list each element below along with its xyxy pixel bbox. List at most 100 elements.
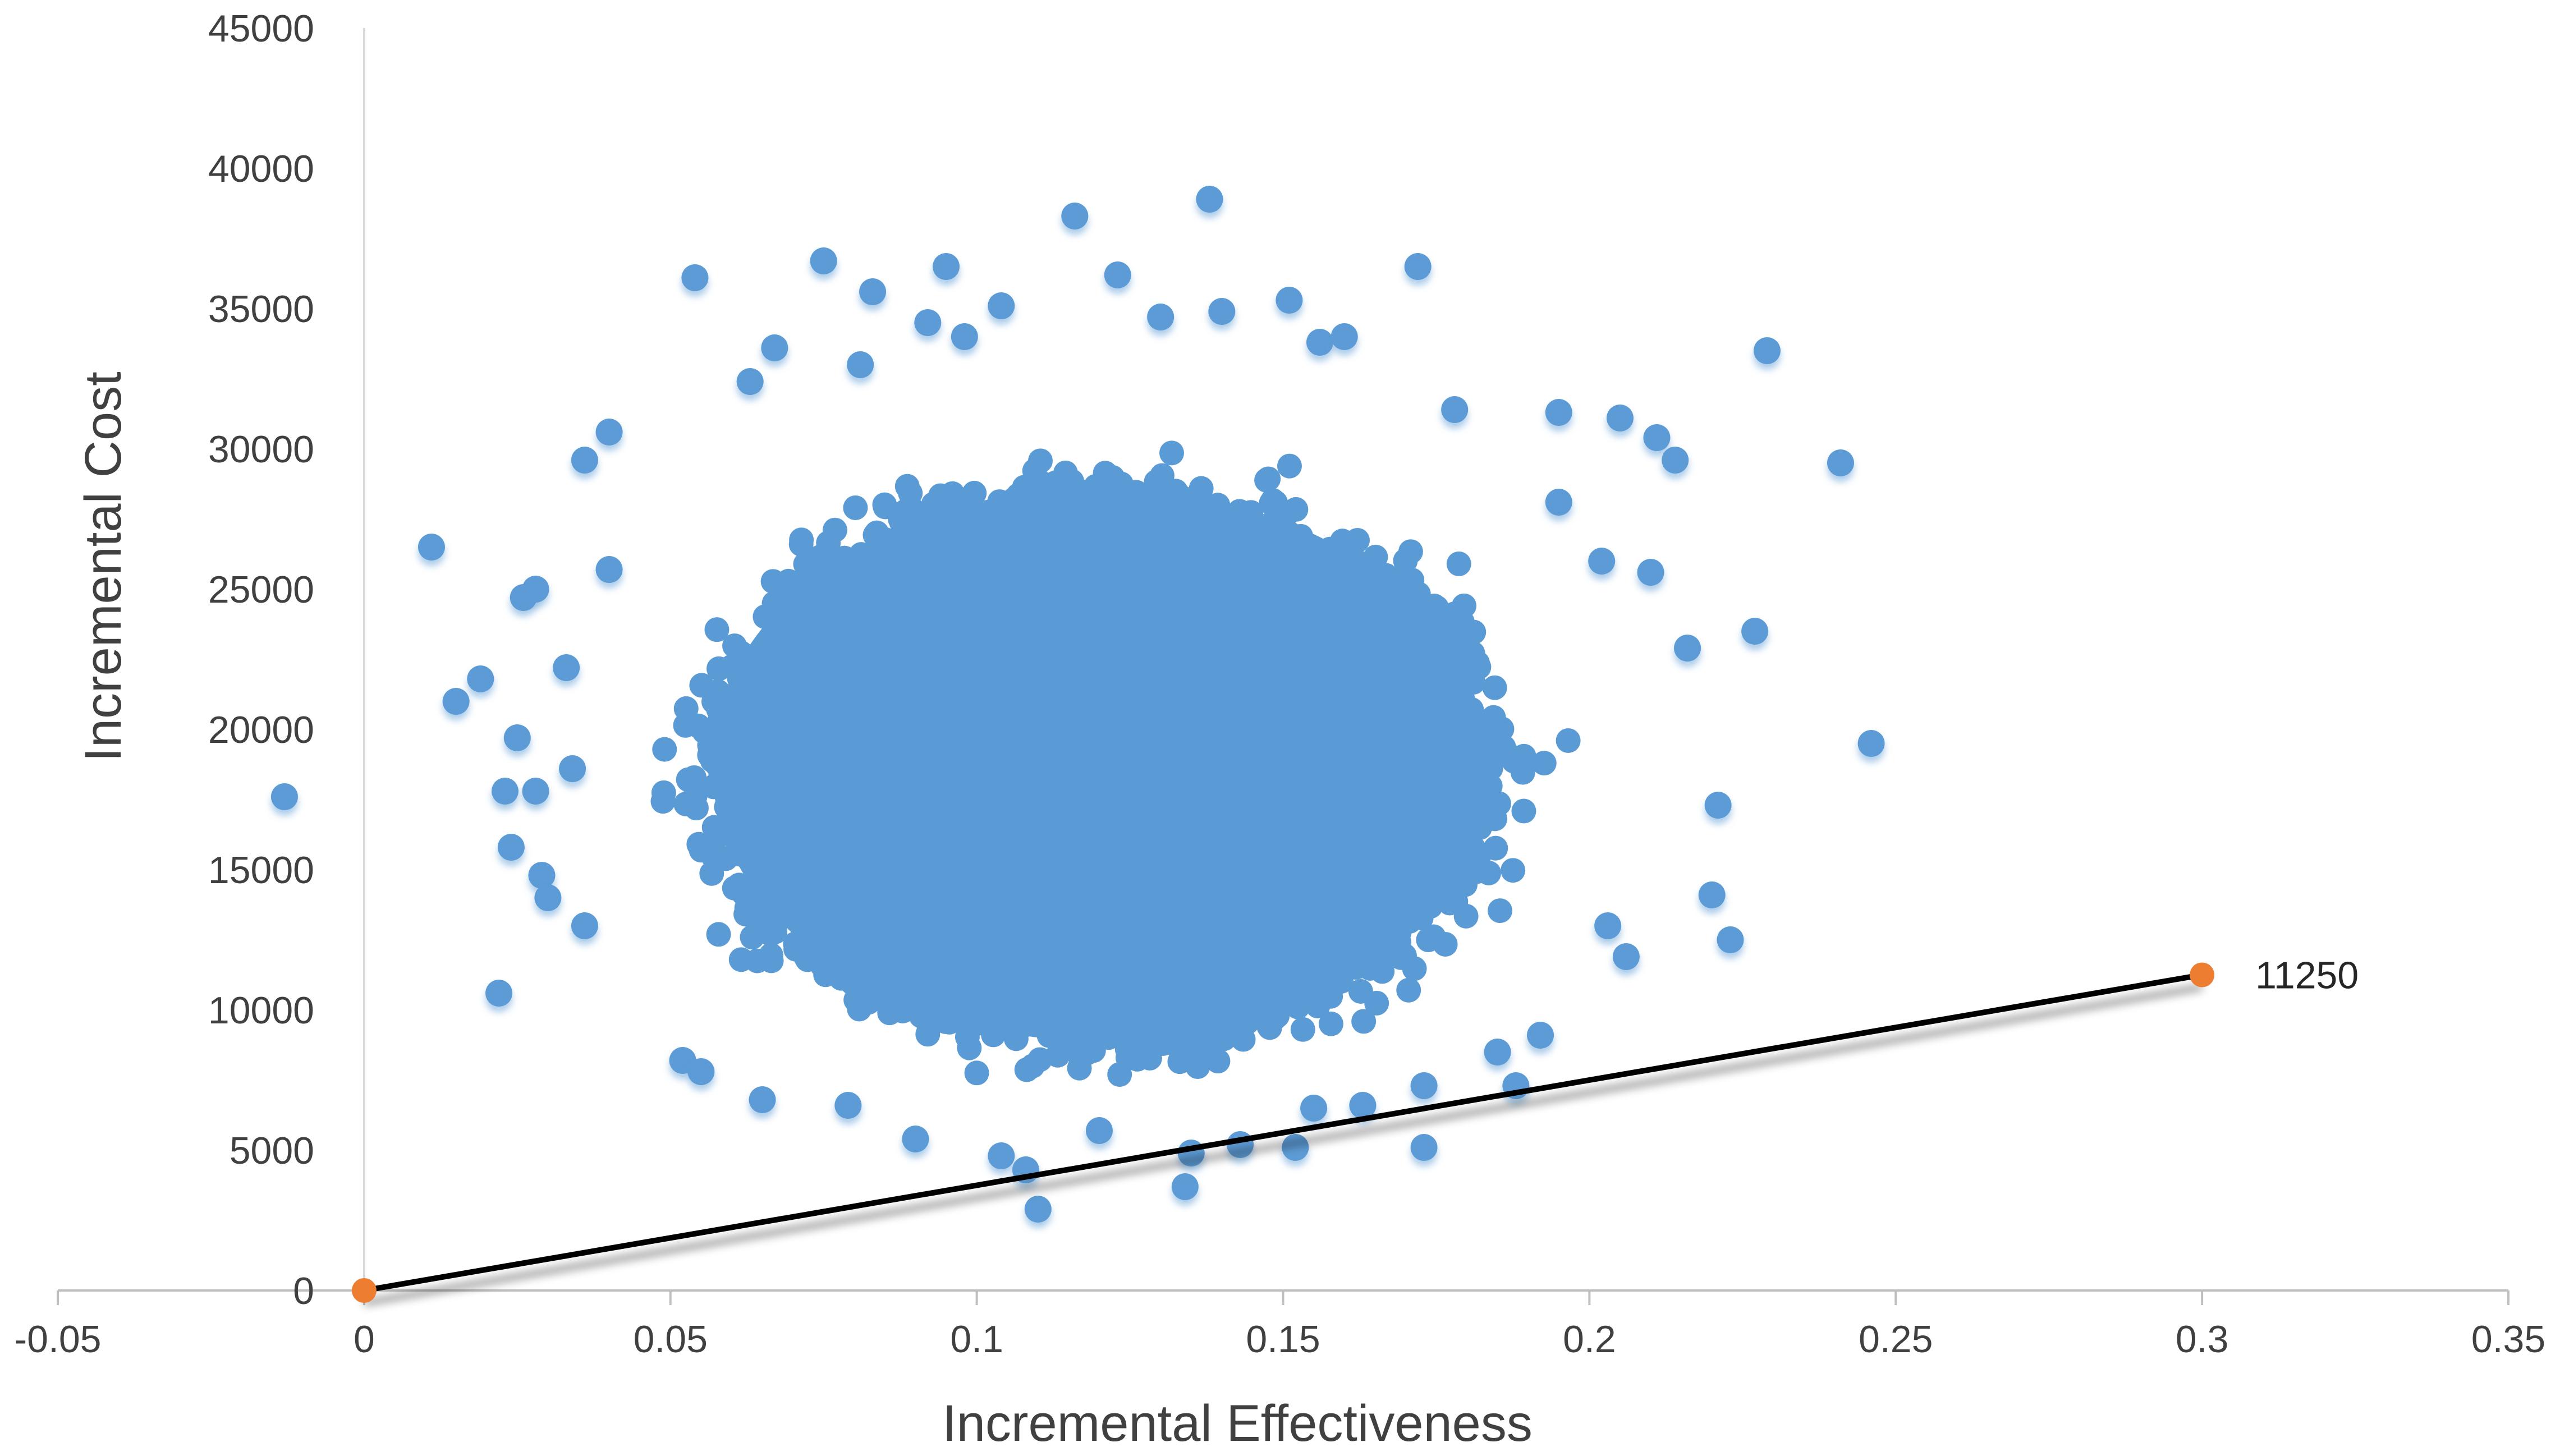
scatter-point bbox=[928, 986, 953, 1012]
scatter-point bbox=[1107, 1062, 1132, 1087]
scatter-point bbox=[1349, 1092, 1377, 1119]
scatter-point bbox=[1402, 956, 1427, 981]
scatter-point bbox=[952, 490, 978, 515]
scatter-point bbox=[1753, 337, 1781, 364]
scatter-point bbox=[1418, 627, 1443, 653]
axes: -0.05 0 0.05 0.1 0.15 0.2 0.25 0.3 0.35 0 5000 1000… bbox=[15, 7, 2546, 1361]
scatter-point bbox=[1545, 399, 1572, 426]
scatter-point bbox=[1190, 1017, 1215, 1042]
scatter-point bbox=[559, 755, 586, 782]
threshold-data-label: 11250 bbox=[2255, 954, 2359, 997]
scatter-point bbox=[1437, 821, 1462, 846]
scatter-point bbox=[966, 996, 992, 1022]
scatter-points bbox=[270, 186, 1885, 1223]
scatter-point bbox=[1462, 788, 1487, 814]
scatter-point bbox=[553, 654, 580, 681]
x-tick-label: 0.1 bbox=[950, 1318, 1003, 1361]
scatter-point bbox=[933, 253, 960, 280]
scatter-point bbox=[1488, 898, 1513, 924]
scatter-point bbox=[467, 665, 494, 692]
scatter-point bbox=[955, 1025, 980, 1050]
scatter-point bbox=[749, 1086, 776, 1113]
scatter-point bbox=[1348, 954, 1373, 979]
scatter-point bbox=[740, 925, 765, 950]
scatter-point bbox=[1446, 551, 1471, 576]
scatter-point bbox=[1442, 632, 1467, 657]
scatter-point bbox=[1127, 1004, 1152, 1029]
scatter-point bbox=[1171, 1173, 1199, 1200]
scatter-point bbox=[806, 562, 832, 587]
scatter-point bbox=[731, 881, 756, 906]
scatter-point bbox=[270, 783, 298, 810]
scatter-point bbox=[1209, 1017, 1235, 1042]
scatter-point bbox=[847, 351, 874, 378]
scatter-point bbox=[1282, 1134, 1309, 1161]
scatter-point bbox=[1253, 980, 1278, 1005]
y-tick-label: 15000 bbox=[208, 849, 314, 892]
y-tick-label: 10000 bbox=[208, 989, 314, 1032]
scatter-point bbox=[745, 948, 770, 973]
scatter-point bbox=[1396, 977, 1421, 1003]
scatter-point bbox=[783, 617, 808, 642]
scatter-point bbox=[1259, 490, 1284, 516]
scatter-point bbox=[1472, 737, 1497, 763]
scatter-point bbox=[1398, 539, 1423, 564]
scatter-point bbox=[1459, 697, 1484, 722]
scatter-point bbox=[1404, 253, 1432, 280]
scatter-point bbox=[945, 998, 970, 1023]
scatter-point bbox=[706, 922, 731, 947]
scatter-point bbox=[1606, 405, 1634, 431]
scatter-point bbox=[1399, 900, 1424, 925]
scatter-point bbox=[1373, 945, 1398, 971]
scatter-point bbox=[1455, 738, 1480, 764]
scatter-point bbox=[442, 688, 470, 715]
scatter-point bbox=[1256, 466, 1281, 492]
scatter-point bbox=[1489, 716, 1515, 742]
scatter-point bbox=[914, 309, 942, 336]
scatter-point bbox=[1442, 601, 1467, 627]
threshold-line-group: 11250 bbox=[351, 954, 2359, 1303]
scatter-point bbox=[571, 912, 598, 939]
scatter-point bbox=[701, 845, 727, 870]
scatter-point bbox=[831, 929, 856, 954]
scatter-point bbox=[1510, 760, 1535, 785]
scatter-point bbox=[1527, 1022, 1554, 1049]
scatter-point bbox=[1059, 1036, 1084, 1062]
x-tick-label: 0.15 bbox=[1246, 1318, 1320, 1361]
scatter-point bbox=[733, 902, 759, 927]
scatter-point bbox=[1612, 943, 1640, 970]
threshold-point bbox=[351, 1278, 377, 1303]
y-tick-label: 30000 bbox=[208, 428, 314, 471]
scatter-point bbox=[1698, 881, 1726, 908]
scatter-point bbox=[948, 513, 973, 538]
y-tick-label: 5000 bbox=[230, 1129, 314, 1172]
scatter-point bbox=[759, 871, 784, 896]
scatter-point bbox=[1277, 453, 1302, 479]
scatter-point bbox=[1484, 1039, 1511, 1065]
scatter-point bbox=[964, 1060, 989, 1086]
scatter-point bbox=[1144, 469, 1169, 494]
scatter-point bbox=[1120, 498, 1145, 523]
scatter-point bbox=[765, 638, 791, 663]
scatter-point bbox=[1014, 1057, 1039, 1082]
scatter-point bbox=[1104, 261, 1131, 288]
x-tick-label: 0.3 bbox=[2176, 1318, 2229, 1361]
scatter-point bbox=[1306, 329, 1334, 356]
scatter-point bbox=[1262, 1005, 1287, 1031]
scatter-point bbox=[1024, 1196, 1052, 1223]
scatter-point bbox=[760, 569, 786, 594]
scatter-point bbox=[873, 494, 898, 520]
scatter-point bbox=[1329, 968, 1354, 994]
scatter-point bbox=[1318, 1011, 1343, 1036]
scatter-point bbox=[859, 278, 887, 305]
scatter-point bbox=[534, 884, 562, 911]
scatter-point bbox=[843, 495, 868, 521]
scatter-point bbox=[882, 536, 907, 562]
scatter-point bbox=[722, 633, 747, 658]
scatter-point bbox=[736, 368, 764, 395]
scatter-point bbox=[1420, 607, 1446, 632]
scatter-point bbox=[1441, 396, 1469, 423]
scatter-point bbox=[1643, 424, 1671, 451]
scatter-point bbox=[673, 696, 699, 721]
